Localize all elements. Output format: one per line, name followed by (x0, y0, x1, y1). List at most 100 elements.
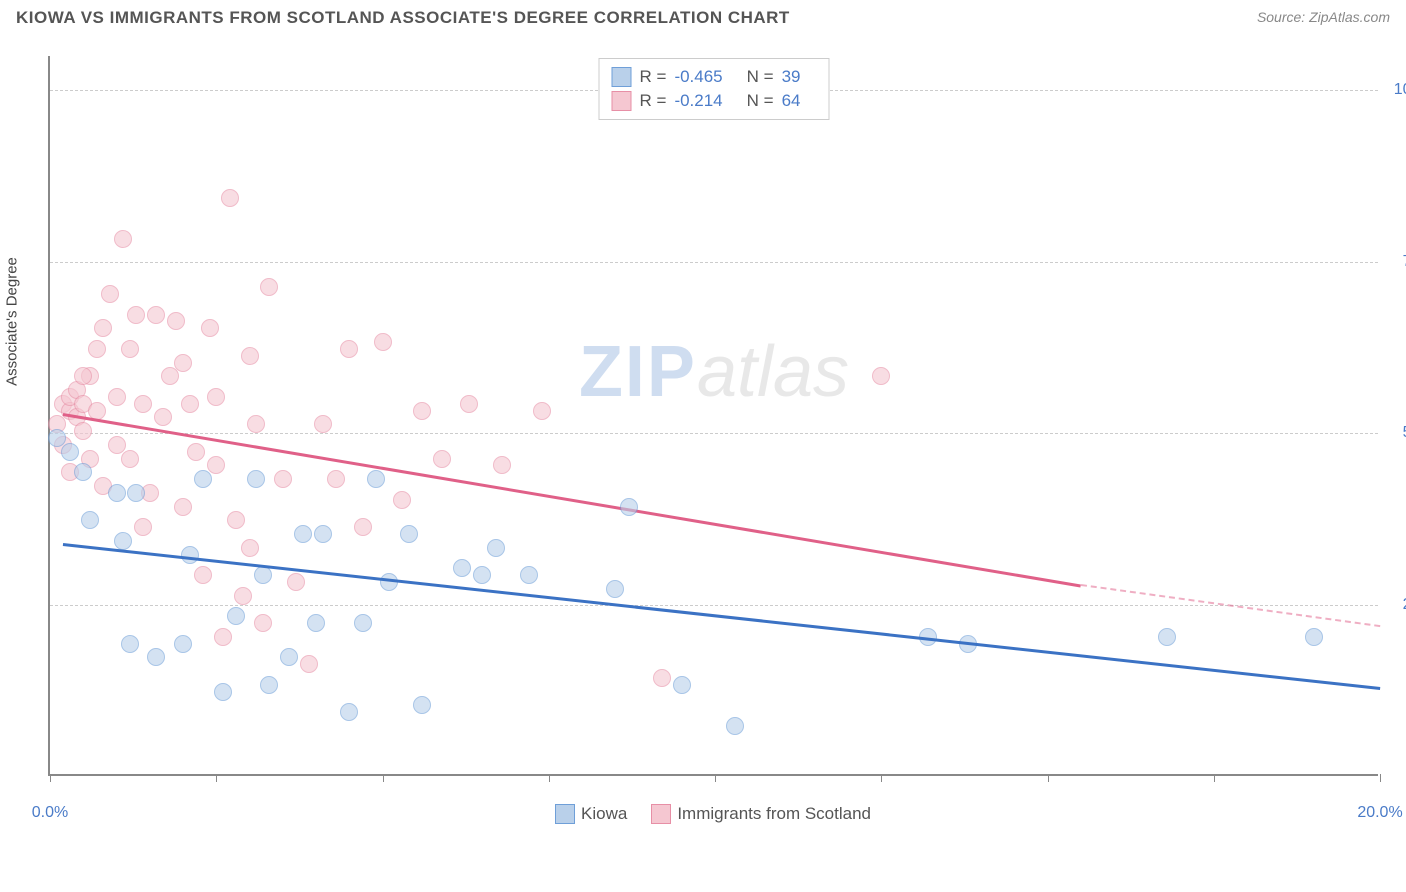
x-tick (383, 774, 384, 782)
data-point-blue (174, 635, 192, 653)
data-point-pink (260, 278, 278, 296)
data-point-blue (367, 470, 385, 488)
data-point-pink (327, 470, 345, 488)
data-point-blue (673, 676, 691, 694)
data-point-pink (147, 306, 165, 324)
data-point-pink (460, 395, 478, 413)
data-point-pink (134, 395, 152, 413)
data-point-blue (314, 525, 332, 543)
data-point-pink (88, 340, 106, 358)
data-point-blue (74, 463, 92, 481)
data-point-pink (134, 518, 152, 536)
data-point-blue (247, 470, 265, 488)
r-value-blue: -0.465 (674, 67, 722, 87)
swatch-blue (612, 67, 632, 87)
data-point-pink (194, 566, 212, 584)
data-point-blue (354, 614, 372, 632)
data-point-pink (74, 367, 92, 385)
data-point-pink (108, 436, 126, 454)
data-point-pink (300, 655, 318, 673)
data-point-blue (294, 525, 312, 543)
data-point-blue (1305, 628, 1323, 646)
gridline (50, 433, 1378, 434)
x-tick (715, 774, 716, 782)
x-tick-label: 20.0% (1357, 804, 1402, 822)
x-tick (50, 774, 51, 782)
data-point-blue (214, 683, 232, 701)
n-label: N = (747, 67, 774, 87)
data-point-pink (433, 450, 451, 468)
data-point-pink (187, 443, 205, 461)
y-tick-label: 75.0% (1388, 253, 1406, 271)
data-point-blue (147, 648, 165, 666)
x-tick (881, 774, 882, 782)
data-point-blue (260, 676, 278, 694)
data-point-pink (493, 456, 511, 474)
data-point-pink (154, 408, 172, 426)
data-point-pink (221, 189, 239, 207)
data-point-pink (121, 450, 139, 468)
data-point-pink (167, 312, 185, 330)
n-value-pink: 64 (782, 91, 801, 111)
data-point-blue (487, 539, 505, 557)
data-point-pink (74, 422, 92, 440)
x-tick (549, 774, 550, 782)
data-point-pink (174, 354, 192, 372)
data-point-pink (227, 511, 245, 529)
x-tick (1048, 774, 1049, 782)
data-point-pink (354, 518, 372, 536)
data-point-pink (393, 491, 411, 509)
data-point-blue (520, 566, 538, 584)
data-point-blue (307, 614, 325, 632)
data-point-pink (207, 456, 225, 474)
legend-series: Kiowa Immigrants from Scotland (555, 804, 871, 824)
trend-line-pink (1081, 584, 1381, 627)
data-point-pink (653, 669, 671, 687)
data-point-pink (241, 539, 259, 557)
legend-stats: R = -0.465 N = 39 R = -0.214 N = 64 (599, 58, 830, 120)
data-point-pink (247, 415, 265, 433)
data-point-pink (274, 470, 292, 488)
y-axis-label: Associate's Degree (4, 257, 21, 386)
chart: Associate's Degree ZIPatlas R = -0.465 N… (48, 56, 1378, 776)
x-tick (1214, 774, 1215, 782)
data-point-pink (94, 319, 112, 337)
data-point-blue (1158, 628, 1176, 646)
data-point-pink (872, 367, 890, 385)
data-point-pink (101, 285, 119, 303)
watermark-zip: ZIP (579, 332, 697, 412)
data-point-blue (127, 484, 145, 502)
data-point-pink (174, 498, 192, 516)
data-point-blue (606, 580, 624, 598)
r-value-pink: -0.214 (674, 91, 722, 111)
y-tick-label: 50.0% (1388, 424, 1406, 442)
n-value-blue: 39 (782, 67, 801, 87)
data-point-blue (726, 717, 744, 735)
data-point-pink (234, 587, 252, 605)
r-label: R = (640, 91, 667, 111)
legend-row-pink: R = -0.214 N = 64 (612, 89, 817, 113)
x-tick-label: 0.0% (32, 804, 68, 822)
data-point-pink (340, 340, 358, 358)
data-point-blue (400, 525, 418, 543)
data-point-blue (114, 532, 132, 550)
data-point-blue (280, 648, 298, 666)
data-point-pink (214, 628, 232, 646)
x-tick (1380, 774, 1381, 782)
data-point-pink (121, 340, 139, 358)
data-point-blue (194, 470, 212, 488)
x-tick (216, 774, 217, 782)
data-point-blue (61, 443, 79, 461)
data-point-pink (287, 573, 305, 591)
plot-area: ZIPatlas R = -0.465 N = 39 R = -0.214 N … (48, 56, 1378, 776)
gridline (50, 605, 1378, 606)
data-point-blue (254, 566, 272, 584)
r-label: R = (640, 67, 667, 87)
legend-item-blue: Kiowa (555, 804, 627, 824)
y-tick-label: 25.0% (1388, 596, 1406, 614)
data-point-pink (127, 306, 145, 324)
data-point-pink (241, 347, 259, 365)
data-point-pink (533, 402, 551, 420)
source-label: Source: (1257, 9, 1309, 25)
legend-label-pink: Immigrants from Scotland (677, 804, 871, 824)
